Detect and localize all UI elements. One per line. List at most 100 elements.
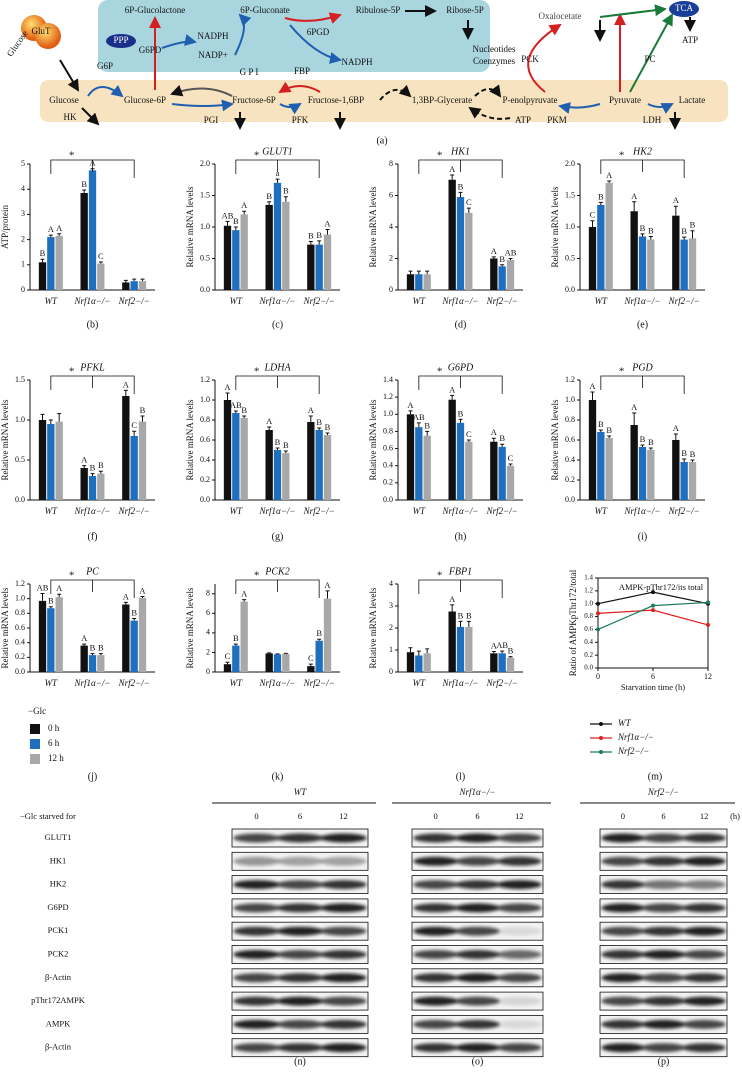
diagram-label: P-enolpyruvate xyxy=(503,95,558,105)
x-tick-label: WT xyxy=(45,506,58,516)
blot-band xyxy=(277,1043,323,1052)
bar xyxy=(97,264,104,290)
error-bar xyxy=(41,414,45,420)
y-tick-label: 0.0 xyxy=(565,285,575,294)
x-tick-label: Nrf2−/− xyxy=(486,506,518,516)
blot-band xyxy=(601,857,644,866)
error-bar xyxy=(641,234,645,237)
significance-letter: A xyxy=(673,195,680,205)
error-bar xyxy=(82,644,86,645)
error-bar xyxy=(607,436,611,438)
bar xyxy=(81,468,88,500)
x-tick-label: WT xyxy=(230,678,243,688)
significance-letter: A xyxy=(631,402,638,412)
significance-letter: A xyxy=(491,246,498,256)
y-tick-label: 1.0 xyxy=(200,395,210,404)
error-bar xyxy=(276,448,280,450)
y-tick-label: 0 xyxy=(21,285,25,294)
error-bar xyxy=(450,605,454,612)
significance-letter: B xyxy=(466,610,472,620)
panel-label: (p) xyxy=(658,1056,670,1067)
bar xyxy=(324,435,331,500)
significance-letter: C xyxy=(466,429,472,439)
error-bar xyxy=(467,621,471,627)
y-tick-label: 8 xyxy=(389,159,393,168)
y-axis-label: Relative mRNA levels xyxy=(0,399,10,480)
error-bar xyxy=(91,474,95,476)
x-tick-label: Nrf1α−/− xyxy=(624,296,661,306)
significance-letter: A xyxy=(81,633,88,643)
y-axis-label: Ratio of AMPKpThr172/total xyxy=(568,569,578,676)
significance-star: * xyxy=(254,366,260,378)
y-tick-label: 2 xyxy=(389,253,393,262)
significance-letter: B xyxy=(325,422,331,432)
blot-row-label: HK1 xyxy=(50,855,67,865)
x-tick-label: WT xyxy=(595,296,608,306)
significance-bracket xyxy=(601,376,684,394)
bar xyxy=(89,476,96,500)
bar xyxy=(139,598,146,672)
x-tick-label: WT xyxy=(413,506,426,516)
error-bar xyxy=(141,596,145,597)
diagram-label: PPP xyxy=(113,35,128,45)
y-axis-label: Relative mRNA levels xyxy=(550,186,560,267)
line-point xyxy=(651,590,655,594)
bar xyxy=(56,422,63,500)
blot-band xyxy=(320,1020,366,1029)
significance-star: * xyxy=(619,150,625,162)
error-bar xyxy=(326,433,330,435)
blot-band xyxy=(642,950,685,959)
chart-title: FBP1 xyxy=(448,566,472,577)
significance-letter: B xyxy=(233,216,239,226)
blot-band xyxy=(320,1043,366,1052)
blot-time-label: 6 xyxy=(661,811,665,821)
y-tick-label: 1.0 xyxy=(565,395,575,404)
diagram-label: NADPH xyxy=(341,57,373,67)
error-bar xyxy=(492,257,496,259)
blot-time-label: 6 xyxy=(298,811,302,821)
error-bar xyxy=(409,411,413,414)
chart-title: AMPK-pThr172/its total xyxy=(619,582,704,592)
bar xyxy=(241,602,248,672)
blot-group-label: WT xyxy=(294,787,307,797)
significance-letter: B xyxy=(681,448,687,458)
diagram-label: PC xyxy=(644,54,655,64)
significance-letter: B xyxy=(241,405,247,415)
y-tick-label: 2.0 xyxy=(200,159,210,168)
diagram-label: ATP xyxy=(515,115,531,125)
significance-letter: C xyxy=(225,651,231,661)
diagram-label: G P I xyxy=(240,67,259,77)
significance-letter: C xyxy=(590,210,596,220)
significance-star: * xyxy=(69,366,75,378)
blot-band xyxy=(413,880,458,889)
y-tick-label: 0.0 xyxy=(565,495,575,504)
error-bar xyxy=(234,411,238,413)
blot-band xyxy=(413,903,458,912)
significance-letter: B xyxy=(458,181,464,191)
x-tick-label: Nrf1α−/− xyxy=(259,506,296,516)
error-bar xyxy=(467,208,471,213)
blot-row-label: pThr172AMPK xyxy=(31,995,86,1005)
blot-band xyxy=(455,1043,500,1052)
blot-band xyxy=(601,997,644,1006)
y-tick-label: 4 xyxy=(206,628,210,637)
error-bar xyxy=(450,175,454,180)
error-bar xyxy=(467,440,471,442)
error-bar xyxy=(317,428,321,430)
blot-band xyxy=(413,997,458,1006)
x-tick-label: Nrf2−/− xyxy=(303,678,335,688)
chart-title: G6PD xyxy=(448,362,474,373)
error-bar xyxy=(682,459,686,462)
error-bar xyxy=(425,649,429,653)
blot-band xyxy=(601,950,644,959)
bar xyxy=(606,183,613,290)
diagram-label: 6PGD xyxy=(307,27,330,37)
bar xyxy=(507,658,514,672)
blot-band xyxy=(601,880,644,889)
blot-band xyxy=(320,927,366,936)
legend-title: −Glc xyxy=(28,706,46,716)
panel-label: (k) xyxy=(272,771,284,782)
significance-bracket xyxy=(601,160,684,178)
y-axis-label: Relative mRNA levels xyxy=(550,399,560,480)
